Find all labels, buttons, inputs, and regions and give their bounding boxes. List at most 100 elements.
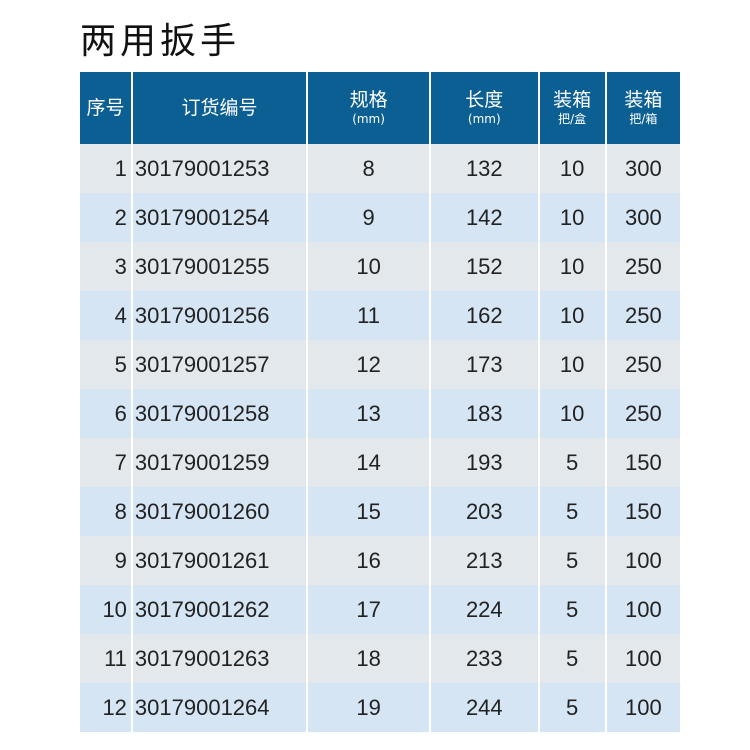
table-cell: 19 <box>306 683 431 732</box>
column-header-label: 装箱 <box>624 89 663 111</box>
table-cell: 10 <box>306 242 431 291</box>
table-cell: 30179001264 <box>130 683 309 732</box>
table-cell: 10 <box>537 242 607 291</box>
column-header-label: 装箱 <box>553 89 592 111</box>
table-cell: 244 <box>428 683 540 732</box>
table-cell: 2 <box>78 193 133 242</box>
table-cell: 100 <box>604 536 683 585</box>
table-row: 11 30179001263 18 233 5 100 <box>78 634 683 683</box>
table-cell: 30179001263 <box>130 634 309 683</box>
table-cell: 10 <box>537 340 607 389</box>
table-cell: 7 <box>78 438 133 487</box>
table-cell: 150 <box>604 487 683 536</box>
table-cell: 250 <box>604 291 683 340</box>
table-row: 8 30179001260 15 203 5 150 <box>78 487 683 536</box>
column-header: 订货编号 <box>130 72 309 144</box>
column-header-unit: 把/盒 <box>558 112 587 126</box>
header-row: 序号 订货编号 规格 (mm) 长度 (mm) 装箱 把/盒 装箱 把/箱 <box>78 72 683 144</box>
table-row: 3 30179001255 10 152 10 250 <box>78 242 683 291</box>
table-cell: 300 <box>604 193 683 242</box>
table-cell: 100 <box>604 585 683 634</box>
table-cell: 30179001262 <box>130 585 309 634</box>
table-cell: 5 <box>537 634 607 683</box>
table-cell: 16 <box>306 536 431 585</box>
table-cell: 250 <box>604 389 683 438</box>
table-cell: 233 <box>428 634 540 683</box>
table-cell: 250 <box>604 242 683 291</box>
table-cell: 213 <box>428 536 540 585</box>
table-cell: 30179001258 <box>130 389 309 438</box>
product-table: 序号 订货编号 规格 (mm) 长度 (mm) 装箱 把/盒 装箱 把/箱 1 3017900125… <box>78 72 683 732</box>
table-cell: 6 <box>78 389 133 438</box>
column-header: 序号 <box>78 72 133 144</box>
table-row: 4 30179001256 11 162 10 250 <box>78 291 683 340</box>
table-cell: 250 <box>604 340 683 389</box>
column-header-label: 规格 <box>349 89 388 111</box>
table-cell: 142 <box>428 193 540 242</box>
table-cell: 8 <box>78 487 133 536</box>
table-cell: 162 <box>428 291 540 340</box>
column-header-unit: (mm) <box>467 112 501 126</box>
table-row: 9 30179001261 16 213 5 100 <box>78 536 683 585</box>
table-cell: 5 <box>537 585 607 634</box>
table-cell: 10 <box>537 144 607 193</box>
table-cell: 30179001259 <box>130 438 309 487</box>
table-cell: 193 <box>428 438 540 487</box>
table-row: 7 30179001259 14 193 5 150 <box>78 438 683 487</box>
table-cell: 5 <box>537 487 607 536</box>
table-cell: 10 <box>537 291 607 340</box>
table-cell: 5 <box>537 438 607 487</box>
column-header: 装箱 把/箱 <box>604 72 683 144</box>
table-cell: 152 <box>428 242 540 291</box>
column-header-unit: (mm) <box>352 112 385 126</box>
table-row: 6 30179001258 13 183 10 250 <box>78 389 683 438</box>
table-cell: 11 <box>306 291 431 340</box>
column-header-label: 序号 <box>86 97 125 119</box>
table-cell: 100 <box>604 683 683 732</box>
column-header: 规格 (mm) <box>306 72 431 144</box>
table-cell: 10 <box>537 193 607 242</box>
column-header: 长度 (mm) <box>428 72 540 144</box>
table-cell: 30179001257 <box>130 340 309 389</box>
column-header-label: 订货编号 <box>181 97 258 119</box>
table-cell: 12 <box>306 340 431 389</box>
table-cell: 13 <box>306 389 431 438</box>
table-cell: 5 <box>537 683 607 732</box>
table-cell: 100 <box>604 634 683 683</box>
table-cell: 5 <box>78 340 133 389</box>
table-cell: 11 <box>78 634 133 683</box>
table-cell: 9 <box>78 536 133 585</box>
table-cell: 9 <box>306 193 431 242</box>
column-header-unit: 把/箱 <box>629 112 658 126</box>
table-cell: 4 <box>78 291 133 340</box>
table-cell: 224 <box>428 585 540 634</box>
table-cell: 8 <box>306 144 431 193</box>
table-cell: 5 <box>537 536 607 585</box>
table-cell: 30179001255 <box>130 242 309 291</box>
table-cell: 300 <box>604 144 683 193</box>
table-cell: 150 <box>604 438 683 487</box>
column-header-label: 长度 <box>465 89 504 111</box>
table-row: 10 30179001262 17 224 5 100 <box>78 585 683 634</box>
page-title: 两用扳手 <box>80 21 241 62</box>
table-cell: 183 <box>428 389 540 438</box>
table-cell: 18 <box>306 634 431 683</box>
table-cell: 10 <box>537 389 607 438</box>
table-cell: 203 <box>428 487 540 536</box>
table-row: 1 30179001253 8 132 10 300 <box>78 144 683 193</box>
table-cell: 15 <box>306 487 431 536</box>
table-cell: 1 <box>78 144 133 193</box>
table-row: 2 30179001254 9 142 10 300 <box>78 193 683 242</box>
table-cell: 3 <box>78 242 133 291</box>
table-cell: 30179001260 <box>130 487 309 536</box>
table-row: 5 30179001257 12 173 10 250 <box>78 340 683 389</box>
table-cell: 17 <box>306 585 431 634</box>
table-cell: 30179001261 <box>130 536 309 585</box>
table-row: 12 30179001264 19 244 5 100 <box>78 683 683 732</box>
table-cell: 30179001256 <box>130 291 309 340</box>
table-cell: 12 <box>78 683 133 732</box>
table-cell: 173 <box>428 340 540 389</box>
table-cell: 30179001253 <box>130 144 309 193</box>
table-cell: 14 <box>306 438 431 487</box>
table-cell: 10 <box>78 585 133 634</box>
